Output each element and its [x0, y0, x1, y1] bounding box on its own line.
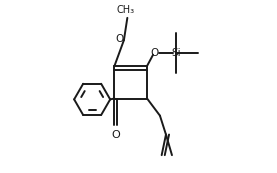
- Text: O: O: [151, 48, 159, 58]
- Text: Si: Si: [171, 48, 181, 58]
- Text: O: O: [112, 130, 120, 140]
- Text: CH₃: CH₃: [117, 5, 135, 15]
- Text: O: O: [116, 34, 124, 44]
